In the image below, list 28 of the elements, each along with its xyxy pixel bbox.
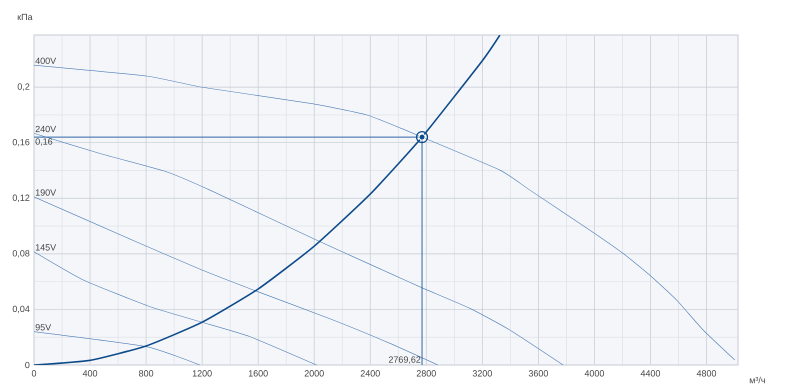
- series-label: 145V: [36, 244, 56, 251]
- x-tick-label: 800: [138, 370, 154, 377]
- series-label: 190V: [36, 189, 56, 196]
- x-tick-label: 2000: [304, 370, 324, 377]
- y-tick-label: 0: [25, 362, 30, 368]
- series-label: 95V: [36, 324, 52, 330]
- annotation: 0,16: [36, 138, 52, 146]
- x-tick-label: 2800: [416, 370, 436, 377]
- x-tick-label: 4400: [640, 370, 660, 377]
- y-tick-label: 0,2: [18, 83, 30, 91]
- series-label: 400V: [35, 58, 56, 64]
- x-tick-label: 0: [32, 370, 36, 377]
- y-tick-label: 0,16: [12, 138, 30, 146]
- annotation: 2769,62: [388, 356, 420, 364]
- y-tick-label: 0,08: [12, 250, 30, 258]
- y-axis-title: кПа: [18, 14, 33, 20]
- series-label: 240V: [36, 126, 56, 132]
- x-tick-label: 4000: [584, 370, 604, 377]
- x-tick-label: 4800: [696, 370, 716, 377]
- x-tick-label: 400: [82, 370, 98, 377]
- x-tick-label: 2400: [360, 370, 380, 377]
- x-tick-label: 3600: [528, 370, 548, 377]
- x-tick-label: 1200: [192, 370, 212, 377]
- x-tick-label: 1600: [248, 370, 268, 377]
- x-axis-title: м³/ч: [750, 376, 765, 384]
- y-tick-label: 0,04: [12, 306, 30, 314]
- x-tick-label: 3200: [472, 370, 492, 377]
- y-tick-label: 0,12: [12, 194, 30, 202]
